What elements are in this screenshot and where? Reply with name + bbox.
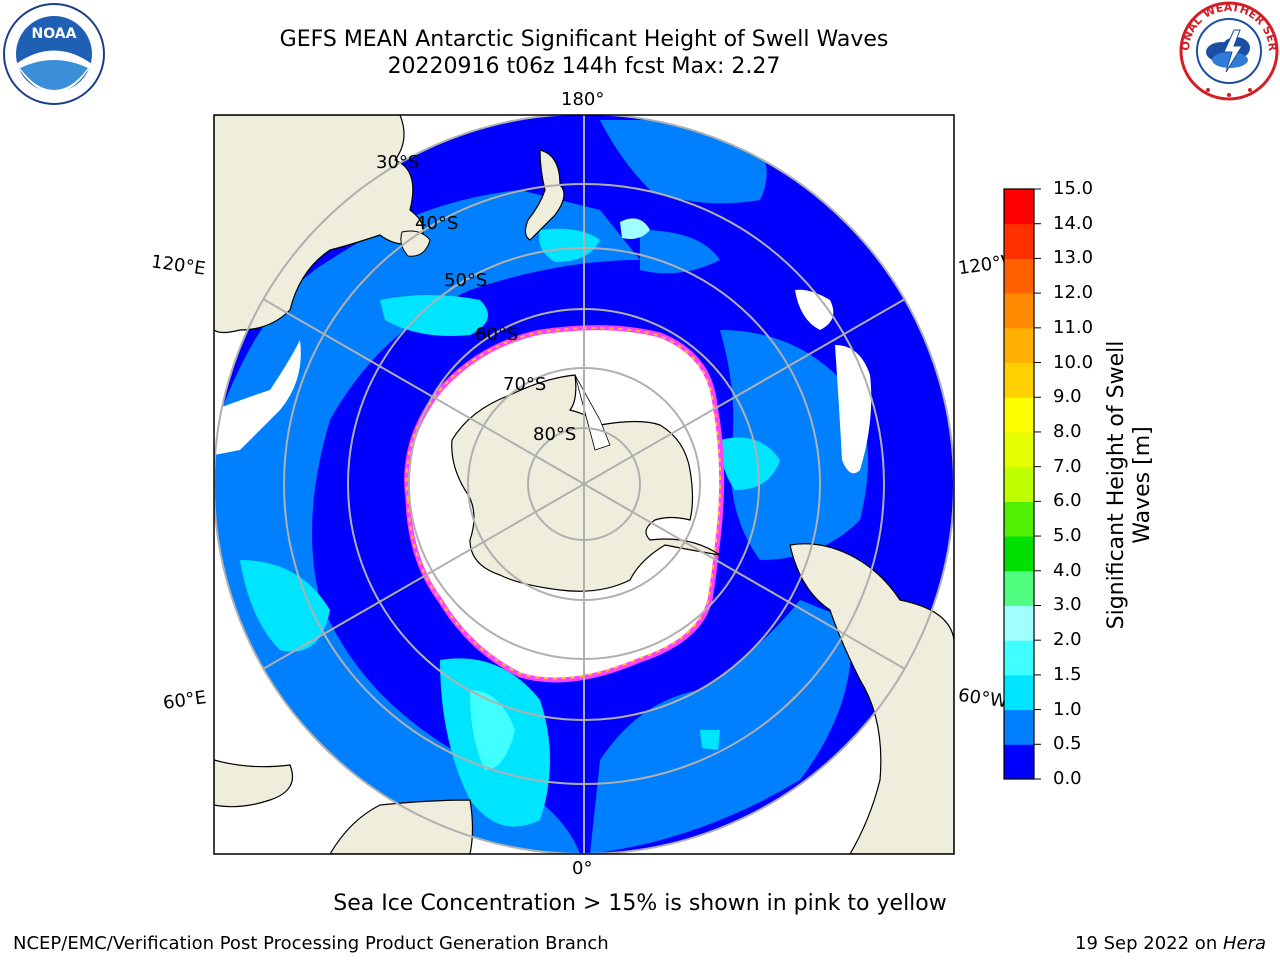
colorbar-tick-label: 9.0 — [1053, 386, 1082, 408]
colorbar-tick-label: 15.0 — [1053, 178, 1094, 199]
colorbar-segment — [1004, 362, 1034, 398]
lat-label-80s: 80°S — [533, 424, 577, 445]
colorbar-segment — [1004, 293, 1034, 329]
lon-label-0: 0° — [572, 858, 593, 879]
colorbar-tick-label: 12.0 — [1053, 282, 1094, 304]
footer-date: 19 Sep 2022 on Hera — [1075, 933, 1266, 954]
colorbar-segment — [1004, 674, 1034, 711]
colorbar-segment — [1004, 709, 1034, 745]
colorbar-segment — [1004, 466, 1034, 502]
colorbar-tick-label: 0.0 — [1053, 768, 1082, 789]
lat-label-50s: 50°S — [444, 270, 488, 291]
colorbar-segment — [1004, 431, 1034, 468]
colorbar-segment — [1004, 536, 1034, 572]
graticule — [214, 115, 954, 854]
lon-label-180: 180° — [561, 89, 605, 110]
colorbar-tick-label: 2.0 — [1053, 629, 1082, 651]
colorbar-segment — [1004, 570, 1034, 606]
swell-band-west — [214, 190, 640, 854]
colorbar-segment — [1004, 605, 1034, 641]
colorbar-tick-label: 3.0 — [1053, 594, 1082, 616]
colorbar-frame — [1003, 188, 1035, 780]
colorbar — [1003, 188, 1041, 780]
colorbar-segment — [1004, 744, 1034, 780]
colorbar-tick-label: 14.0 — [1053, 212, 1094, 234]
colorbar-tick-label: 13.0 — [1053, 247, 1094, 269]
nws-logo: NATIONAL WEATHER SERVICE — [1178, 0, 1279, 101]
swell-band-south — [590, 600, 852, 854]
map-frame — [213, 114, 955, 855]
noaa-logo-text: NOAA — [32, 26, 77, 42]
colorbar-segment — [1004, 189, 1034, 225]
colorbar-segment — [1004, 501, 1034, 537]
sea-ice-note: Sea Ice Concentration > 15% is shown in … — [333, 891, 947, 916]
colorbar-tick-label: 5.0 — [1053, 525, 1082, 547]
noaa-logo: NOAA — [3, 3, 105, 105]
colorbar-segment — [1004, 640, 1034, 676]
colorbar-label: Significant Height of Swell Waves [m] — [1104, 340, 1155, 630]
colorbar-segment — [1004, 223, 1034, 259]
colorbar-tick-label: 6.0 — [1053, 490, 1082, 512]
south-america-landmass — [789, 543, 954, 854]
colorbar-tick-label: 10.0 — [1053, 351, 1094, 373]
colorbar-tick-label: 11.0 — [1053, 316, 1094, 338]
swell-band-east — [720, 330, 868, 560]
footer-machine: Hera — [1222, 933, 1266, 954]
lat-label-30s: 30°S — [376, 152, 420, 173]
lat-label-70s: 70°S — [503, 374, 547, 395]
colorbar-tick-label: 4.0 — [1053, 559, 1082, 581]
chart-subtitle: 20220916 t06z 144h fcst Max: 2.27 — [387, 54, 781, 79]
colorbar-tick-label: 7.0 — [1053, 455, 1082, 477]
colorbar-tick-label: 0.5 — [1053, 733, 1082, 755]
australia-landmass — [214, 115, 424, 334]
lat-label-60s: 60°S — [475, 324, 519, 345]
colorbar-tick-label: 8.0 — [1053, 420, 1082, 442]
chart-title: GEFS MEAN Antarctic Significant Height o… — [279, 27, 889, 52]
lat-label-40s: 40°S — [415, 213, 459, 234]
colorbar-segment — [1004, 258, 1034, 294]
footer-date-text: 19 Sep 2022 on — [1075, 933, 1223, 954]
colorbar-tick-label: 1.0 — [1053, 698, 1082, 720]
footer-branch: NCEP/EMC/Verification Post Processing Pr… — [13, 933, 609, 954]
africa-landmass — [329, 799, 474, 854]
colorbar-tick-label: 1.5 — [1053, 663, 1082, 685]
colorbar-segment — [1004, 327, 1034, 364]
colorbar-segment — [1004, 397, 1034, 433]
